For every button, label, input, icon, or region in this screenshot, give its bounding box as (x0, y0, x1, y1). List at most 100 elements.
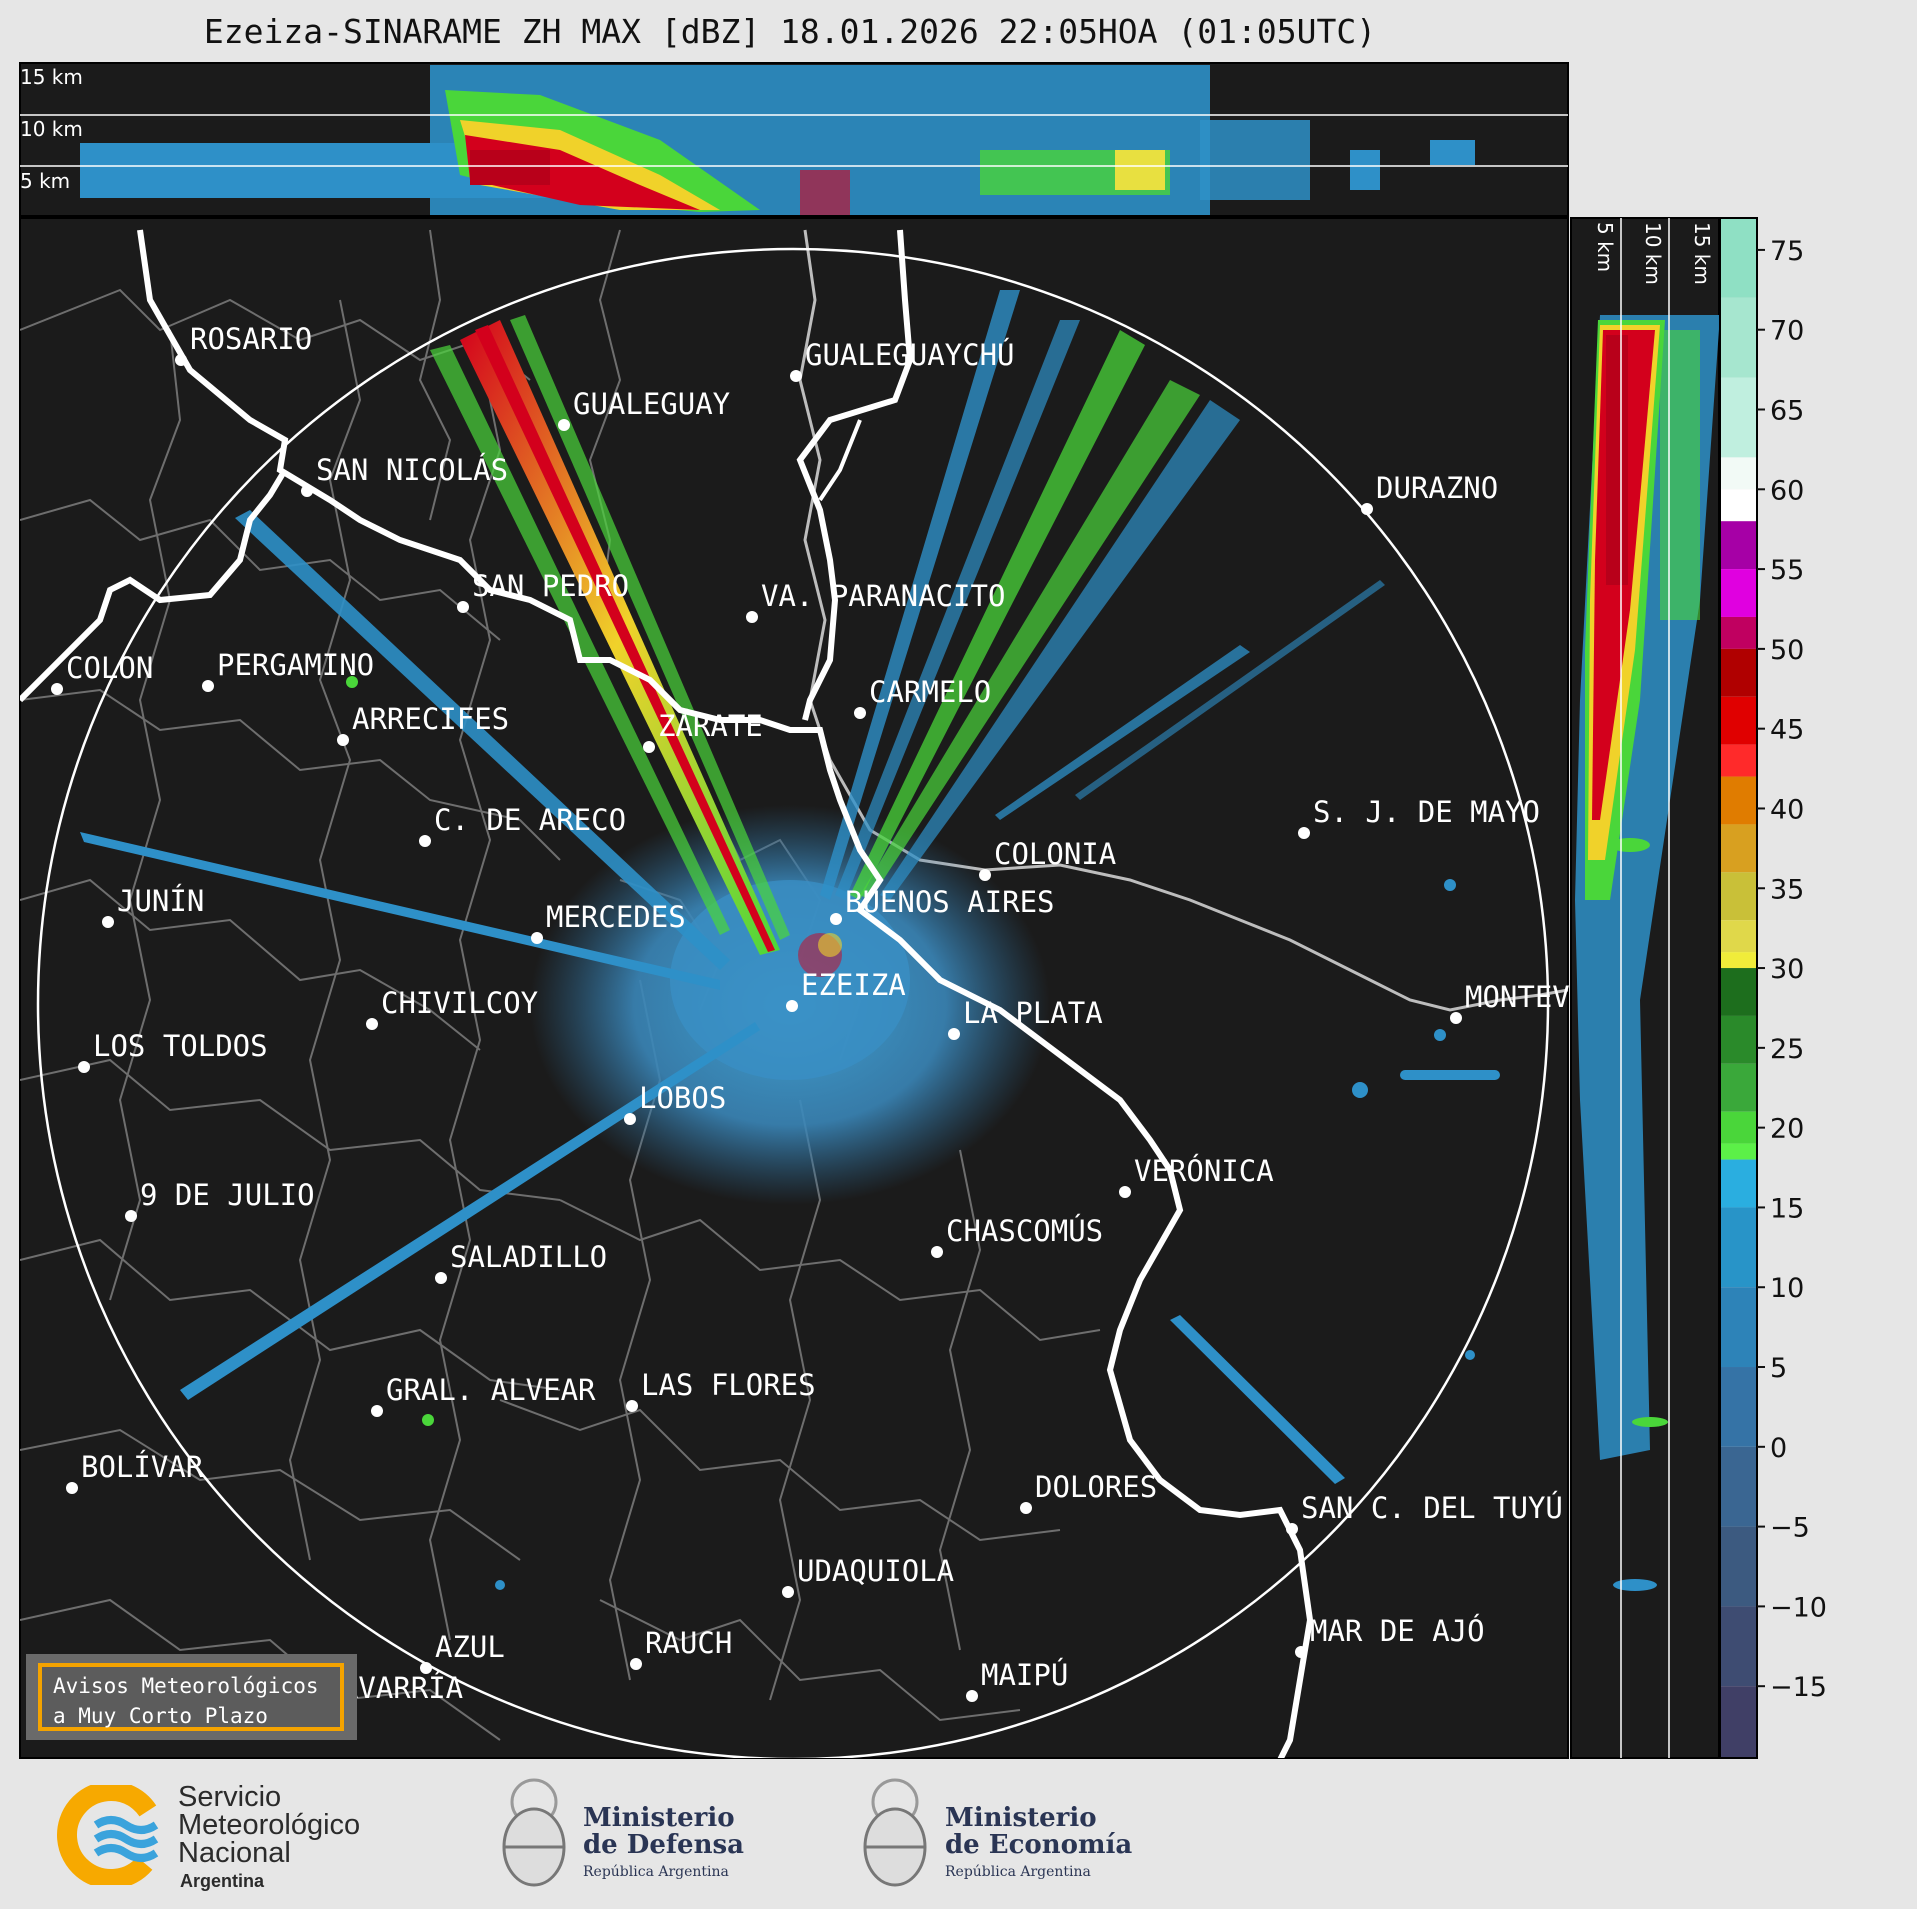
colorbar-segment (1720, 1287, 1757, 1368)
colorbar-tick-label: −15 (1770, 1672, 1827, 1703)
colorbar-segment (1720, 1367, 1757, 1447)
city-label: CHASCOMÚS (946, 1214, 1103, 1248)
colorbar-tick-label: 15 (1770, 1193, 1804, 1224)
page-title: Ezeiza-SINARAME ZH MAX [dBZ] 18.01.2026 … (203, 12, 1377, 51)
city-va-paranacito: VA. PARANACITO (746, 579, 1005, 623)
city-label: BUENOS AIRES (845, 885, 1055, 919)
city-azul: AZUL (420, 1630, 505, 1674)
uruguay-river (796, 229, 914, 721)
city-udaquiola: UDAQUIOLA (782, 1554, 954, 1598)
radar-echoes (80, 290, 1500, 1590)
colorbar-segment (1720, 920, 1757, 953)
colorbar-tick-label: 55 (1770, 555, 1804, 586)
range-ring (36, 247, 1550, 1758)
colorbar-segment (1720, 616, 1757, 649)
city-label: MAIPÚ (981, 1658, 1068, 1692)
city-buenos-aires: BUENOS AIRES (830, 885, 1055, 925)
colorbar-segment (1720, 218, 1757, 298)
side-height-profile: 5 km 10 km 15 km (1570, 217, 1720, 1759)
city-label: UDAQUIOLA (797, 1554, 954, 1588)
colorbar-segment (1720, 1143, 1757, 1160)
aviso-line-2: a Muy Corto Plazo (53, 1704, 268, 1728)
city-san-c-del-tuyu: SAN C. DEL TUYÚ (1286, 1491, 1563, 1535)
colorbar-segment (1720, 968, 1757, 1016)
city-label: RAUCH (645, 1626, 732, 1660)
city-label: LA PLATA (963, 996, 1103, 1030)
colorbar-segment (1720, 1015, 1757, 1064)
city-label: CARMELO (869, 675, 991, 709)
city-label: LOBOS (639, 1081, 726, 1115)
city-label: SAN C. DEL TUYÚ (1301, 1491, 1563, 1525)
city-label: C. DE ARECO (434, 803, 626, 837)
city-pergamino: PERGAMINO (202, 648, 374, 692)
coat-of-arms-icon (863, 1778, 927, 1887)
uruguay-coast (984, 863, 1568, 1012)
city-label: DOLORES (1035, 1470, 1157, 1504)
city-bolivar: BOLÍVAR (66, 1450, 204, 1494)
colorbar-segment (1720, 1159, 1757, 1208)
side-height-label-10: 10 km (1641, 222, 1665, 285)
top-height-profile: 15 km 10 km 5 km (19, 62, 1569, 217)
city-la-plata: LA PLATA (948, 996, 1103, 1040)
city-label: GUALEGUAY (573, 387, 730, 421)
city-label: S. J. DE MAYO (1313, 795, 1540, 829)
coat-of-arms-icon (502, 1778, 566, 1887)
city-zarate: ZÁRATE (643, 709, 763, 753)
city-label: SAN NICOLÁS (316, 453, 508, 487)
city-label: LAS FLORES (641, 1368, 816, 1402)
colorbar-segment (1720, 1686, 1757, 1758)
city-san-pedro: SAN PEDRO (457, 569, 629, 613)
colorbar-segment (1720, 521, 1757, 570)
colorbar-tick-label: 0 (1770, 1433, 1787, 1464)
smn-logo-text: Servicio Meteorológico Nacional Argentin… (178, 1781, 361, 1892)
city-label: BOLÍVAR (81, 1450, 204, 1484)
colorbar-tick-label: 25 (1770, 1034, 1804, 1065)
colorbar-tick-label: 5 (1770, 1353, 1787, 1384)
coastline (137, 229, 1314, 1758)
colorbar-segment (1720, 489, 1757, 522)
city-label: SALADILLO (450, 1240, 607, 1274)
city-mar-de-ajo: MAR DE AJÓ (1295, 1614, 1485, 1658)
city-veronica: VERÓNICA (1119, 1154, 1274, 1198)
colorbar-segment (1720, 1063, 1757, 1112)
colorbar-tick-label: 65 (1770, 396, 1804, 427)
city-label: GRAL. ALVEAR (386, 1373, 596, 1407)
colorbar-tick-label: 10 (1770, 1273, 1804, 1304)
city-arrecifes: ARRECIFES (337, 702, 509, 746)
city-gualeguaychu: GUALEGUAYCHÚ (790, 338, 1015, 382)
city-saladillo: SALADILLO (435, 1240, 607, 1284)
city-las-flores: LAS FLORES (626, 1368, 816, 1412)
colorbar-segment (1720, 1111, 1757, 1144)
city-label: MERCEDES (546, 900, 686, 934)
city-label: VERÓNICA (1134, 1154, 1274, 1188)
colorbar-tick-label: 30 (1770, 954, 1804, 985)
top-height-label-15: 15 km (20, 65, 83, 89)
colorbar-segment (1720, 1207, 1757, 1288)
city-los-toldos: LOS TOLDOS (78, 1029, 268, 1073)
radar-map (19, 217, 1569, 1759)
colorbar-tick-label: −5 (1770, 1513, 1810, 1544)
city-chascomus: CHASCOMÚS (931, 1214, 1103, 1258)
defensa-logo-text: Ministerio de Defensa República Argentin… (583, 1803, 744, 1881)
colorbar-segment (1720, 872, 1757, 921)
city-label: ARRECIFES (352, 702, 509, 736)
colorbar-tick-label: 75 (1770, 236, 1804, 267)
side-height-label-15: 15 km (1690, 222, 1714, 285)
city-label: GUALEGUAYCHÚ (805, 338, 1015, 372)
city-c-de-areco: C. DE ARECO (419, 803, 626, 847)
colorbar-tick-label: 50 (1770, 635, 1804, 666)
city-carmelo: CARMELO (854, 675, 991, 719)
city-label: COLON (66, 651, 153, 685)
city-ezeiza: EZEIZA (786, 968, 906, 1012)
city-label: LOS TOLDOS (93, 1029, 268, 1063)
aviso-label[interactable]: Avisos Meteorológicos a Muy Corto Plazo (38, 1663, 344, 1731)
colorbar-tick-label: 70 (1770, 316, 1804, 347)
province-border (20, 468, 288, 703)
city-gral-alvear: GRAL. ALVEAR (371, 1373, 596, 1417)
top-height-label-10: 10 km (20, 117, 83, 141)
city-label: MAR DE AJÓ (1310, 1614, 1485, 1648)
colorbar-tick-label: 35 (1770, 874, 1804, 905)
colorbar-tick-label: 20 (1770, 1114, 1804, 1145)
colorbar-segment (1720, 457, 1757, 490)
colorbar-segment (1720, 1526, 1757, 1607)
